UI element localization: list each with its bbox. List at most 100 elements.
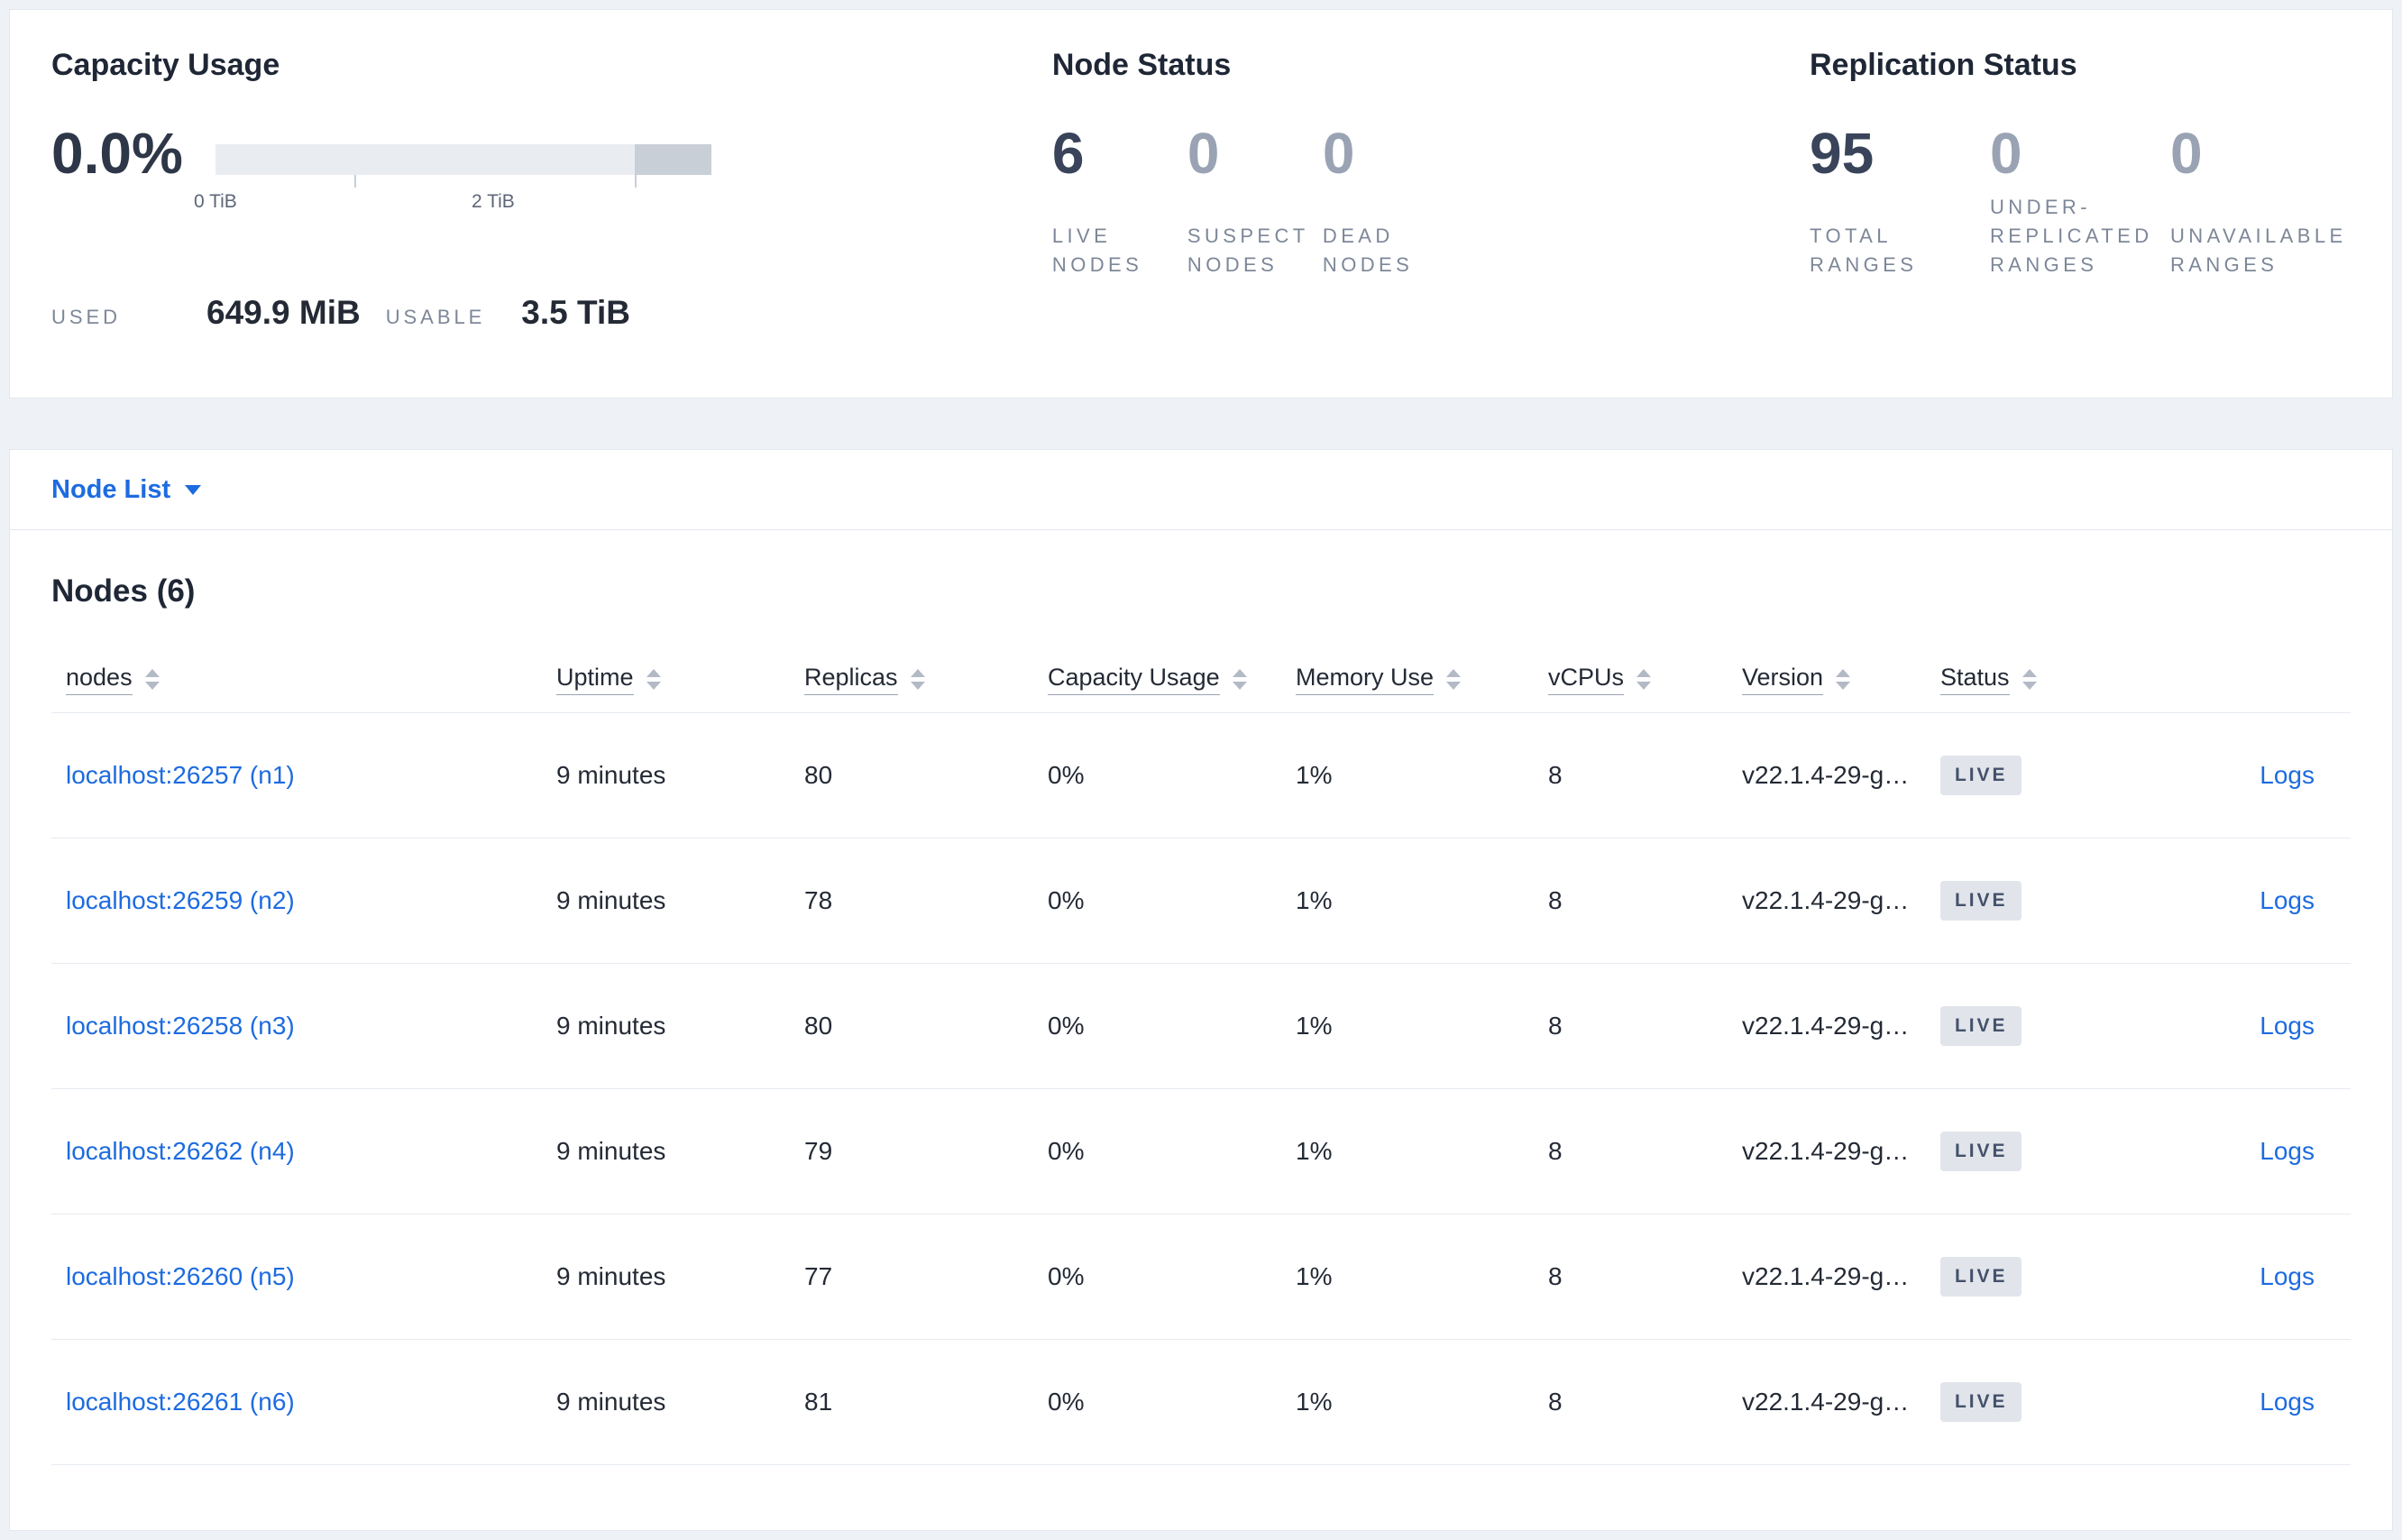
node-link[interactable]: localhost:26259 (n2) — [66, 886, 295, 914]
node-link-cell: localhost:26257 (n1) — [51, 761, 556, 790]
capacity-usage-cell: 0% — [1048, 761, 1085, 789]
status-cell: LIVE — [1940, 881, 2229, 921]
capacity-used-percent: 0.0% — [51, 121, 183, 186]
sort-icon — [646, 668, 661, 690]
suspect-nodes-count: 0 — [1187, 121, 1220, 186]
column-header-capacity-usage[interactable]: Capacity Usage — [1048, 664, 1296, 695]
version-cell: v22.1.4-29-g… — [1742, 1012, 1910, 1040]
uptime-cell: 9 minutes — [556, 1012, 666, 1040]
status-badge: LIVE — [1940, 1006, 2022, 1046]
sort-icon — [910, 668, 925, 690]
node-link[interactable]: localhost:26262 (n4) — [66, 1137, 295, 1165]
replicas-cell: 78 — [804, 886, 833, 914]
node-row: localhost:26257 (n1) 9 minutes 80 0% 1% … — [51, 713, 2351, 839]
node-link-cell: localhost:26262 (n4) — [51, 1137, 556, 1166]
node-row: localhost:26261 (n6) 9 minutes 81 0% 1% … — [51, 1340, 2351, 1465]
sort-icon — [1636, 668, 1652, 690]
replicas-cell: 77 — [804, 1262, 833, 1290]
usable-label: USABLE — [385, 306, 486, 328]
node-link-cell: localhost:26261 (n6) — [51, 1388, 556, 1416]
column-header-nodes[interactable]: nodes — [51, 664, 556, 695]
memory-use-cell: 1% — [1296, 886, 1333, 914]
column-header-status[interactable]: Status — [1940, 664, 2229, 695]
node-row: localhost:26262 (n4) 9 minutes 79 0% 1% … — [51, 1089, 2351, 1215]
status-cell: LIVE — [1940, 1006, 2229, 1046]
capacity-usage-cell: 0% — [1048, 1012, 1085, 1040]
view-selector-dropdown[interactable]: Node List — [51, 474, 202, 505]
under-replicated-ranges-stat: 0 UNDER-REPLICATED RANGES — [1990, 124, 2170, 280]
logs-link[interactable]: Logs — [2260, 1388, 2315, 1416]
capacity-usage-title: Capacity Usage — [51, 48, 280, 82]
cluster-summary-panel: Capacity Usage 0.0% 0 TiB 2 TiB USED — [9, 9, 2393, 399]
node-link-cell: localhost:26259 (n2) — [51, 886, 556, 915]
capacity-usage-cell: 0% — [1048, 1388, 1085, 1416]
vcpus-cell: 8 — [1548, 1388, 1563, 1416]
vcpus-cell: 8 — [1548, 761, 1563, 789]
memory-use-cell: 1% — [1296, 1262, 1333, 1290]
uptime-cell: 9 minutes — [556, 761, 666, 789]
gauge-tick — [634, 175, 637, 188]
memory-use-cell: 1% — [1296, 761, 1333, 789]
logs-link[interactable]: Logs — [2260, 1012, 2315, 1040]
unavailable-ranges-stat: 0 UNAVAILABLE RANGES — [2170, 124, 2351, 280]
nodes-section-title: Nodes (6) — [51, 573, 196, 609]
memory-use-cell: 1% — [1296, 1137, 1333, 1165]
version-cell: v22.1.4-29-g… — [1742, 761, 1910, 789]
node-row: localhost:26258 (n3) 9 minutes 80 0% 1% … — [51, 964, 2351, 1089]
replicas-cell: 80 — [804, 1012, 833, 1040]
gauge-tick-label-0: 0 TiB — [193, 191, 237, 212]
logs-link[interactable]: Logs — [2260, 886, 2315, 914]
total-ranges-count: 95 — [1810, 121, 1875, 186]
logs-cell: Logs — [2229, 886, 2351, 915]
used-value: 649.9 MiB — [206, 294, 361, 331]
status-cell: LIVE — [1940, 1257, 2229, 1297]
column-header-uptime[interactable]: Uptime — [556, 664, 804, 695]
version-cell: v22.1.4-29-g… — [1742, 886, 1910, 914]
usable-value: 3.5 TiB — [521, 294, 630, 331]
node-link[interactable]: localhost:26261 (n6) — [66, 1388, 295, 1416]
column-header-vcpus[interactable]: vCPUs — [1548, 664, 1742, 695]
status-cell: LIVE — [1940, 1382, 2229, 1422]
column-header-memory-use[interactable]: Memory Use — [1296, 664, 1548, 695]
chevron-down-icon — [185, 484, 202, 495]
node-link[interactable]: localhost:26260 (n5) — [66, 1262, 295, 1290]
suspect-nodes-stat: 0 SUSPECT NODES — [1187, 124, 1323, 280]
nodes-table-section: Nodes (6) nodes Uptime Replicas Capacity… — [10, 530, 2392, 1530]
suspect-nodes-label: SUSPECT NODES — [1187, 225, 1309, 277]
status-badge: LIVE — [1940, 1257, 2022, 1297]
version-cell: v22.1.4-29-g… — [1742, 1137, 1910, 1165]
status-badge: LIVE — [1940, 1382, 2022, 1422]
node-status-stats: 6 LIVE NODES 0 SUSPECT NODES 0 DEAD NODE… — [1052, 124, 1810, 280]
column-header-replicas[interactable]: Replicas — [804, 664, 1048, 695]
node-link-cell: localhost:26258 (n3) — [51, 1012, 556, 1040]
capacity-gauge: 0 TiB 2 TiB — [194, 144, 711, 215]
uptime-cell: 9 minutes — [556, 886, 666, 914]
node-link[interactable]: localhost:26257 (n1) — [66, 761, 295, 789]
version-cell: v22.1.4-29-g… — [1742, 1388, 1910, 1416]
logs-link[interactable]: Logs — [2260, 1137, 2315, 1165]
gauge-tick — [353, 175, 356, 188]
replication-status-card: Replication Status 95 TOTAL RANGES 0 UND… — [1810, 48, 2351, 356]
vcpus-cell: 8 — [1548, 1012, 1563, 1040]
replication-stats: 95 TOTAL RANGES 0 UNDER-REPLICATED RANGE… — [1810, 124, 2351, 280]
uptime-cell: 9 minutes — [556, 1262, 666, 1290]
node-link-cell: localhost:26260 (n5) — [51, 1262, 556, 1291]
under-replicated-ranges-label: UNDER-REPLICATED RANGES — [1990, 196, 2153, 277]
view-selector-label: Node List — [51, 474, 171, 504]
node-row: localhost:26260 (n5) 9 minutes 77 0% 1% … — [51, 1215, 2351, 1340]
replication-status-title: Replication Status — [1810, 48, 2077, 82]
status-cell: LIVE — [1940, 1132, 2229, 1171]
logs-link[interactable]: Logs — [2260, 1262, 2315, 1290]
dead-nodes-count: 0 — [1322, 121, 1355, 186]
column-header-version[interactable]: Version — [1742, 664, 1940, 695]
node-link[interactable]: localhost:26258 (n3) — [66, 1012, 295, 1040]
capacity-gauge-reserved-segment — [634, 144, 711, 175]
capacity-gauge-bar — [215, 144, 711, 175]
logs-cell: Logs — [2229, 1262, 2351, 1291]
sort-icon — [1232, 668, 1247, 690]
logs-link[interactable]: Logs — [2260, 761, 2315, 789]
nodes-table-header: nodes Uptime Replicas Capacity Usage Mem… — [51, 651, 2351, 713]
dead-nodes-stat: 0 DEAD NODES — [1323, 124, 1458, 280]
replicas-cell: 81 — [804, 1388, 833, 1416]
